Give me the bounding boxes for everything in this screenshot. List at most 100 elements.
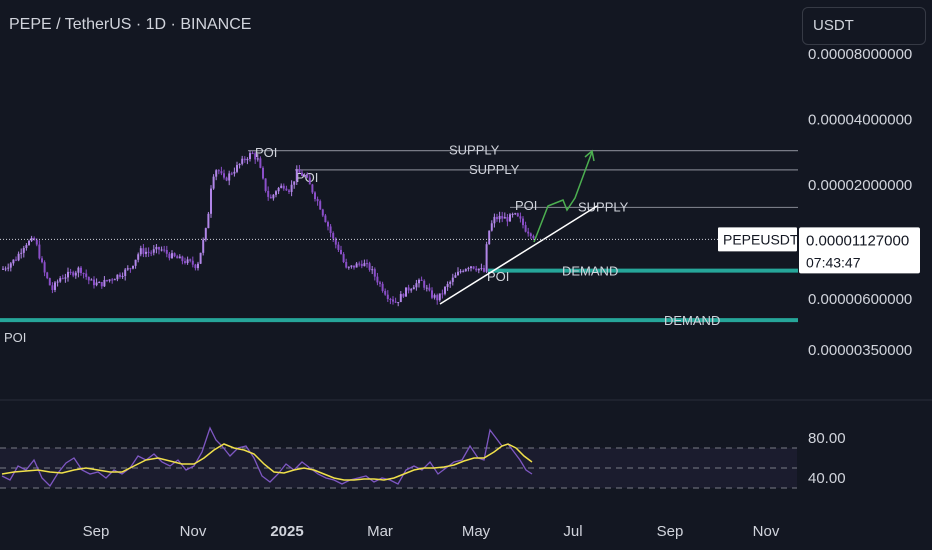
candle-body [321,209,324,216]
candle-body [337,244,340,250]
candle-body [124,269,127,276]
candle-body [199,252,202,264]
candle-body [444,286,446,294]
candle-body [405,287,407,297]
candle-body [334,238,337,245]
price-axis-label: 0.00000350000 [808,342,912,359]
candle-body [249,153,251,159]
candle-body [433,295,436,298]
candle-body [423,280,426,288]
rsi-ma-line [1,443,533,481]
candle-body [103,279,106,287]
candle-body [290,184,293,192]
candle-body [145,251,147,254]
candle-body [428,287,431,291]
candle-body [272,194,275,199]
candle-body [17,253,20,261]
chart-title: PEPE / TetherUS · 1D · BINANCE [9,16,252,33]
symbol-tag [718,227,797,252]
candle-body [108,279,111,281]
candle-body [407,287,410,291]
candle-body [384,290,387,295]
price-axis-label: 0.00002000000 [808,177,912,194]
candle-body [46,272,49,279]
time-axis-label: 2025 [270,523,303,540]
candle-body [522,218,524,226]
candle-body [98,282,101,284]
candle-body [33,237,36,240]
candle-body [189,259,192,261]
candle-body [358,263,361,265]
time-axis-label: Jul [563,523,582,540]
candle-body [217,170,220,172]
candle-body [399,294,402,303]
candle-body [438,293,441,301]
candle-body [230,173,233,175]
candle-body [121,275,124,277]
candle-body [277,187,280,192]
candle-body [155,246,158,250]
candle-body [87,276,90,281]
candle-body [116,274,119,280]
poi-label: POI [4,330,26,345]
candle-body [77,267,80,273]
symbol-tag-text: PEPEUSDT [723,231,799,247]
candle-body [72,272,75,276]
candle-body [454,275,457,278]
candle-body [394,301,397,303]
candle-body [150,252,153,254]
candle-body [332,232,335,239]
candle-body [80,267,82,273]
time-axis-label: Nov [180,523,207,540]
candle-body [173,253,176,257]
candle-body [74,272,77,276]
candle-body [191,260,194,265]
candle-body [501,215,504,219]
candle-body [20,252,23,254]
candle-body [319,201,322,210]
candle-body [425,287,428,289]
candle-body [480,268,483,270]
candle-body [306,175,309,178]
time-axis-label: Sep [657,523,684,540]
candle-body [376,276,379,283]
candle-body [353,265,355,268]
candle-body [43,262,46,273]
time-axis-label: Mar [367,523,393,540]
candle-body [402,294,405,297]
candle-body [48,278,51,286]
candle-body [176,256,179,259]
poi-label: POI [255,145,277,160]
candle-body [483,268,485,272]
candle-body [41,258,43,263]
candle-body [28,240,30,246]
candle-body [410,289,413,291]
trend-line[interactable] [439,205,598,305]
candle-body [184,261,186,263]
candle-body [4,268,7,270]
candle-body [160,249,163,251]
candle-body [462,271,465,273]
candle-body [171,253,173,259]
candle-body [485,244,488,272]
candle-body [324,215,327,223]
candle-body [204,228,207,240]
candle-body [386,294,389,299]
candle-body [389,298,392,300]
projection-arrow[interactable] [533,151,593,243]
candle-body [509,214,511,222]
poi-label: POI [515,198,537,213]
currency-selector[interactable]: USDT [802,7,926,45]
candle-body [379,282,381,284]
candle-body [132,265,134,269]
candle-body [301,172,303,176]
candle-body [475,268,478,271]
candle-body [308,177,311,185]
candle-body [449,281,452,284]
candle-body [165,250,168,254]
candle-body [67,271,69,278]
candle-body [202,239,205,253]
candle-body [392,299,394,302]
candle-body [267,190,270,197]
